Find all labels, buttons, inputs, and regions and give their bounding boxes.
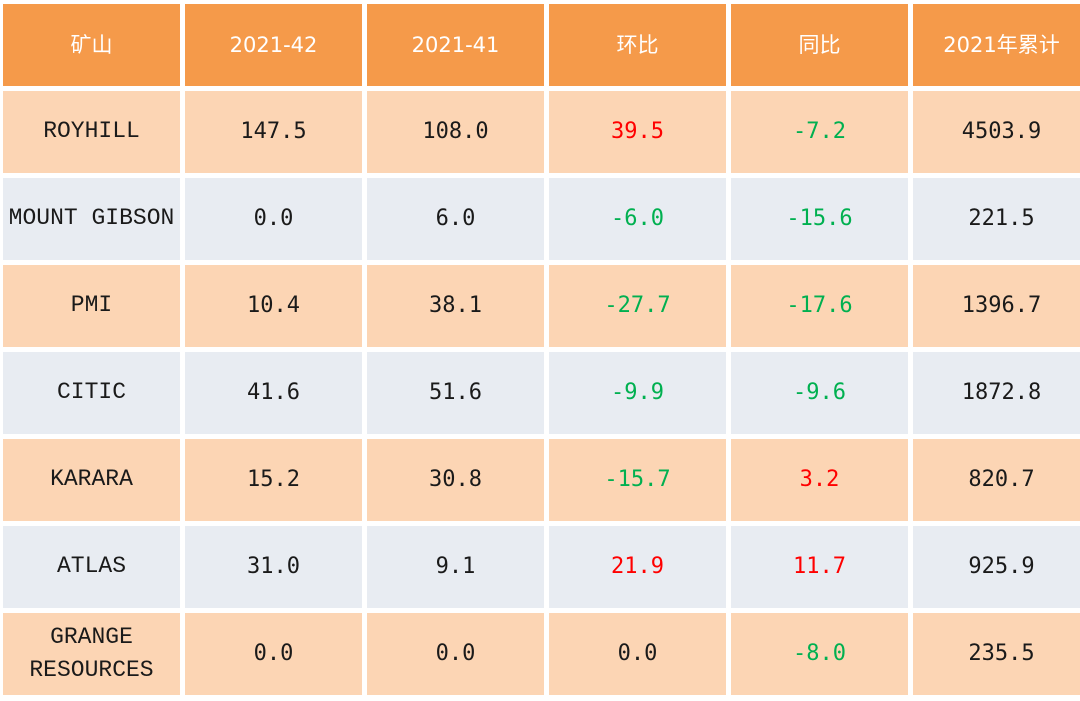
table-cell-wow: -9.9 [549, 352, 726, 434]
table-cell-wow: 0.0 [549, 613, 726, 695]
table-row-name: KARARA [3, 439, 180, 521]
table-cell-yoy: 3.2 [731, 439, 908, 521]
table-cell-week41: 38.1 [367, 265, 544, 347]
table-cell-week41: 6.0 [367, 178, 544, 260]
header-yoy: 同比 [731, 4, 908, 86]
table-cell-week42: 0.0 [185, 613, 362, 695]
table-cell-ytd: 221.5 [913, 178, 1080, 260]
table-cell-week42: 41.6 [185, 352, 362, 434]
header-week42: 2021-42 [185, 4, 362, 86]
table-cell-ytd: 1872.8 [913, 352, 1080, 434]
table-cell-ytd: 1396.7 [913, 265, 1080, 347]
table-row-name: GRANGE RESOURCES [3, 613, 180, 695]
row-name-line2: RESOURCES [29, 657, 154, 683]
table-cell-wow: -15.7 [549, 439, 726, 521]
table-cell-ytd: 925.9 [913, 526, 1080, 608]
table-cell-wow: 21.9 [549, 526, 726, 608]
table-cell-ytd: 820.7 [913, 439, 1080, 521]
table-row-name: MOUNT GIBSON [3, 178, 180, 260]
table-cell-wow: -27.7 [549, 265, 726, 347]
table-cell-ytd: 4503.9 [913, 91, 1080, 173]
table-cell-week42: 147.5 [185, 91, 362, 173]
table-row-name: ROYHILL [3, 91, 180, 173]
table-cell-yoy: -8.0 [731, 613, 908, 695]
row-name-line1: GRANGE [50, 623, 133, 650]
table-cell-week42: 0.0 [185, 178, 362, 260]
table-cell-yoy: -17.6 [731, 265, 908, 347]
table-cell-yoy: -7.2 [731, 91, 908, 173]
table-row-name: PMI [3, 265, 180, 347]
table-cell-yoy: -15.6 [731, 178, 908, 260]
table-cell-week42: 10.4 [185, 265, 362, 347]
table-cell-week41: 108.0 [367, 91, 544, 173]
table-cell-wow: 39.5 [549, 91, 726, 173]
header-wow: 环比 [549, 4, 726, 86]
table-cell-week42: 31.0 [185, 526, 362, 608]
table-cell-week41: 30.8 [367, 439, 544, 521]
table-cell-week41: 51.6 [367, 352, 544, 434]
table-cell-ytd: 235.5 [913, 613, 1080, 695]
table-cell-yoy: 11.7 [731, 526, 908, 608]
header-week41: 2021-41 [367, 4, 544, 86]
header-ytd: 2021年累计 [913, 4, 1080, 86]
table-cell-wow: -6.0 [549, 178, 726, 260]
table-row-name: ATLAS [3, 526, 180, 608]
table-cell-week41: 9.1 [367, 526, 544, 608]
table-row-name: CITIC [3, 352, 180, 434]
header-mine: 矿山 [3, 4, 180, 86]
table-cell-week42: 15.2 [185, 439, 362, 521]
table-cell-week41: 0.0 [367, 613, 544, 695]
table-cell-yoy: -9.6 [731, 352, 908, 434]
